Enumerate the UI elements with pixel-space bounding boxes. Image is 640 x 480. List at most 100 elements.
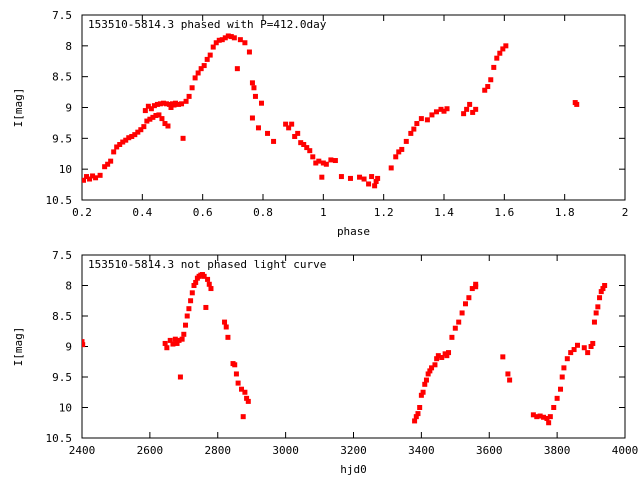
data-point [558, 386, 564, 392]
x-tick-label: 2 [622, 206, 629, 219]
data-point [90, 173, 96, 179]
data-point [206, 281, 212, 287]
data-point [564, 356, 570, 362]
data-point [172, 336, 178, 342]
data-point [494, 55, 500, 61]
data-point [500, 46, 506, 52]
y-axis-label: I[mag] [12, 88, 25, 128]
data-point [173, 100, 179, 106]
data-point [82, 342, 86, 348]
data-point [216, 37, 222, 43]
data-point [163, 101, 169, 107]
data-point [222, 35, 228, 41]
y-tick-label: 8 [65, 40, 72, 53]
data-point [319, 174, 325, 180]
x-tick-label: 3800 [544, 444, 571, 457]
data-point [189, 85, 195, 91]
data-point [162, 340, 168, 346]
data-point [415, 411, 421, 417]
data-point [307, 148, 313, 154]
data-point [574, 101, 580, 107]
data-point [439, 354, 445, 360]
data-point [304, 145, 310, 151]
x-tick-label: 2600 [137, 444, 164, 457]
data-point [245, 398, 251, 404]
data-points [82, 33, 580, 189]
data-point [147, 116, 153, 122]
x-tick-label: 3000 [272, 444, 299, 457]
data-point [574, 342, 580, 348]
plot-frame [81, 14, 626, 201]
data-point [244, 395, 250, 401]
data-point [198, 66, 204, 72]
chart-title: 153510-5814.3 phased with P=412.0day [88, 18, 327, 31]
data-point [435, 353, 441, 359]
data-point [462, 301, 468, 307]
y-tick-label: 7.5 [52, 249, 72, 262]
data-point [530, 412, 536, 418]
x-axis-label: hjd0 [340, 463, 367, 476]
data-point [148, 106, 154, 112]
data-point [188, 298, 194, 304]
data-point [237, 37, 243, 43]
data-point [473, 106, 479, 112]
x-tick-label: 3400 [408, 444, 435, 457]
data-point [456, 319, 462, 325]
data-point [328, 157, 334, 163]
data-point [598, 289, 604, 295]
data-point [418, 392, 424, 398]
data-point [537, 413, 543, 419]
data-point [84, 174, 90, 180]
data-point [357, 174, 363, 180]
data-point [151, 103, 157, 109]
data-point [295, 130, 301, 136]
data-point [176, 337, 182, 343]
data-point [347, 175, 353, 181]
data-point [423, 377, 429, 383]
data-point [179, 101, 185, 107]
x-tick-label: 3200 [340, 444, 367, 457]
data-point [246, 49, 252, 55]
y-tick-label: 9 [65, 341, 72, 354]
data-point [180, 135, 186, 141]
data-point [559, 374, 565, 380]
data-point [132, 132, 138, 138]
data-point [208, 286, 214, 292]
data-point [157, 101, 163, 107]
data-point [181, 331, 187, 337]
x-tick-label: 4000 [612, 444, 639, 457]
data-point [265, 130, 271, 136]
y-tick-label: 9.5 [52, 132, 72, 145]
data-point [97, 172, 103, 178]
data-point [219, 37, 225, 43]
data-point [600, 286, 606, 292]
data-point [203, 304, 209, 310]
data-point [204, 56, 210, 62]
data-point [561, 365, 567, 371]
data-point [413, 414, 419, 420]
data-point [191, 283, 197, 288]
data-point [414, 121, 420, 127]
data-point [162, 121, 168, 127]
data-point [459, 310, 465, 316]
data-point [93, 175, 99, 181]
data-point [298, 140, 304, 146]
data-point [286, 125, 292, 131]
y-tick-label: 9 [65, 102, 72, 115]
data-point [432, 362, 438, 368]
data-point [408, 130, 414, 136]
data-point [420, 389, 426, 395]
data-point [388, 165, 394, 171]
data-point [111, 149, 117, 155]
data-point [497, 50, 503, 56]
y-tick-label: 10 [59, 402, 72, 415]
data-point [485, 84, 491, 90]
data-point [505, 371, 511, 377]
data-point [546, 420, 552, 426]
data-point [102, 164, 108, 170]
data-point [411, 126, 417, 132]
data-point [500, 354, 506, 360]
x-tick-label: 3600 [476, 444, 503, 457]
data-point [602, 283, 608, 288]
data-point [176, 101, 182, 107]
